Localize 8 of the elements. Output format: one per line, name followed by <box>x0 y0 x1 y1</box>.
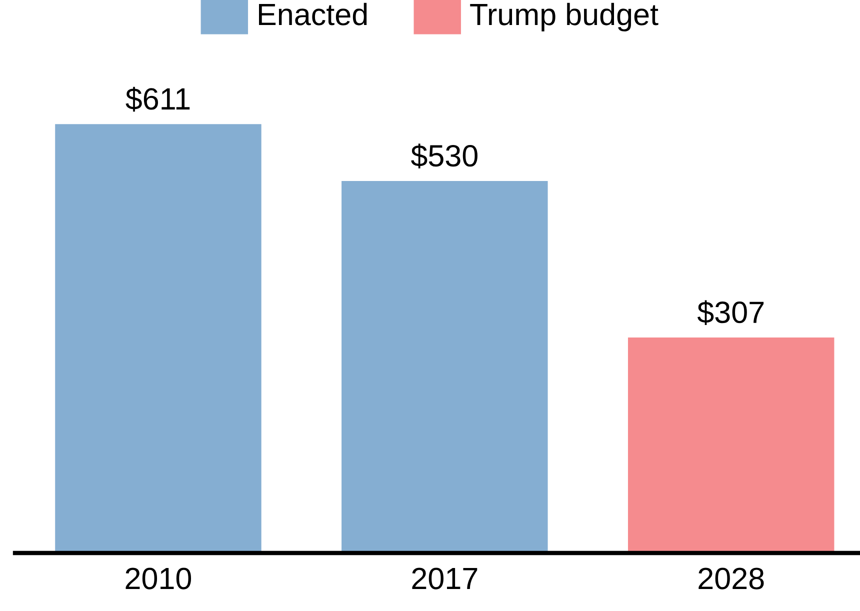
legend-label: Enacted <box>259 2 367 26</box>
x-tick-label: 2017 <box>412 568 478 590</box>
data-label: $611 <box>126 86 190 112</box>
x-tick-label: 2010 <box>126 568 192 590</box>
data-label: $307 <box>697 300 764 325</box>
x-tick-label: 2028 <box>698 568 764 590</box>
data-label: $530 <box>411 144 478 168</box>
legend-label: Trump budget <box>470 2 658 32</box>
